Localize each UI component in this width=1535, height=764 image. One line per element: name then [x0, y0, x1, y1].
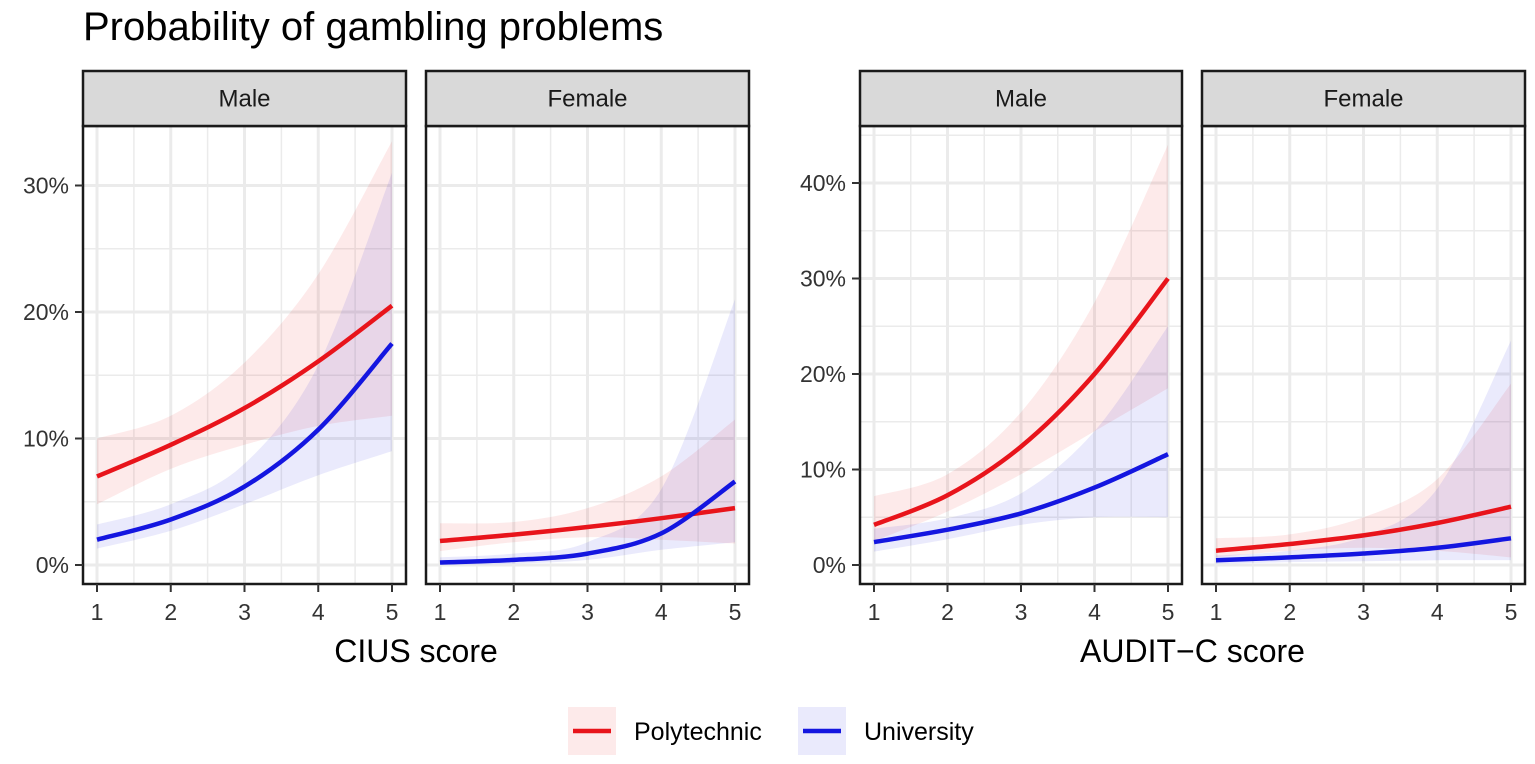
- facet-strip-label: Female: [1323, 86, 1403, 113]
- confidence-band-polytechnic: [1216, 383, 1511, 558]
- confidence-band-university: [874, 326, 1168, 552]
- x-axis-title-audit: AUDIT−C score: [1080, 633, 1305, 669]
- facet-panel-audit-male: Male 1 2 3 4 5 0% 10% 20% 30% 40%: [800, 69, 1184, 625]
- axis-titles: CIUS score AUDIT−C score: [334, 633, 1305, 669]
- gridlines: [83, 126, 406, 584]
- y-tick-label: 20%: [23, 299, 69, 325]
- confidence-band-university: [1216, 340, 1511, 564]
- y-tick-label: 30%: [800, 266, 846, 292]
- x-tick-label: 4: [1088, 599, 1101, 625]
- x-tick-label: 1: [91, 599, 104, 625]
- x-tick-label: 5: [386, 599, 399, 625]
- facet-panel-audit-female: Female 1 2 3 4 5: [1200, 69, 1527, 625]
- series-line-polytechnic: [1215, 504, 1512, 553]
- gridlines: [426, 126, 749, 584]
- x-tick-label: 2: [164, 599, 177, 625]
- series-line-university: [1215, 536, 1512, 563]
- y-tick-label: 40%: [800, 170, 846, 196]
- facet-strip: [81, 69, 408, 128]
- data-layer: [873, 144, 1170, 552]
- x-tick-label: 2: [941, 599, 954, 625]
- legend-label-university: University: [864, 718, 974, 746]
- x-tick-label: 5: [1162, 599, 1175, 625]
- y-tick-label: 30%: [23, 173, 69, 199]
- series-line-polytechnic: [96, 303, 394, 479]
- x-tick-label: 5: [729, 599, 742, 625]
- y-tick-label: 0%: [813, 552, 846, 578]
- x-tick-label: 1: [434, 599, 447, 625]
- x-tick-label: 5: [1505, 599, 1518, 625]
- facet-strip-label: Male: [995, 86, 1047, 113]
- x-tick-label: 4: [312, 599, 325, 625]
- x-tick-label: 3: [1015, 599, 1028, 625]
- x-tick-label: 3: [581, 599, 594, 625]
- data-layer: [439, 299, 737, 565]
- facet-strip: [1200, 69, 1527, 128]
- facet-strip-label: Female: [547, 86, 627, 113]
- x-tick-label: 3: [1357, 599, 1370, 625]
- series-line-university: [439, 479, 737, 565]
- gridlines: [860, 126, 1182, 584]
- data-layer: [96, 141, 394, 549]
- x-tick-label: 4: [655, 599, 668, 625]
- series-line-polytechnic: [439, 505, 736, 544]
- facet-panel-cius-male: Male 1 2 3 4 5 0% 10% 20% 30%: [23, 69, 408, 625]
- data-layer: [1215, 340, 1512, 564]
- legend: Polytechnic University: [568, 707, 974, 755]
- series-line-polytechnic: [873, 277, 1170, 527]
- confidence-band-university: [97, 172, 392, 549]
- facet-strip-label: Male: [218, 86, 270, 113]
- legend-label-polytechnic: Polytechnic: [634, 718, 762, 746]
- x-tick-label: 3: [238, 599, 251, 625]
- series-line-university: [873, 452, 1169, 545]
- x-tick-label: 2: [507, 599, 520, 625]
- confidence-band-university: [440, 299, 735, 565]
- y-tick-label: 10%: [800, 457, 846, 483]
- x-tick-label: 4: [1431, 599, 1444, 625]
- x-axis-title-cius: CIUS score: [334, 633, 498, 669]
- y-tick-label: 10%: [23, 426, 69, 452]
- facet-strip: [858, 69, 1184, 128]
- x-tick-label: 1: [868, 599, 881, 625]
- chart-title: Probability of gambling problems: [83, 5, 663, 49]
- x-tick-label: 2: [1283, 599, 1296, 625]
- confidence-band-polytechnic: [874, 144, 1168, 542]
- confidence-band-polytechnic: [97, 141, 392, 505]
- facet-panel-cius-female: Female 1 2 3 4 5: [424, 69, 751, 625]
- x-tick-label: 1: [1210, 599, 1223, 625]
- y-tick-label: 0%: [36, 552, 69, 578]
- series-line-university: [96, 342, 394, 542]
- y-tick-label: 20%: [800, 361, 846, 387]
- facet-strip: [424, 69, 751, 128]
